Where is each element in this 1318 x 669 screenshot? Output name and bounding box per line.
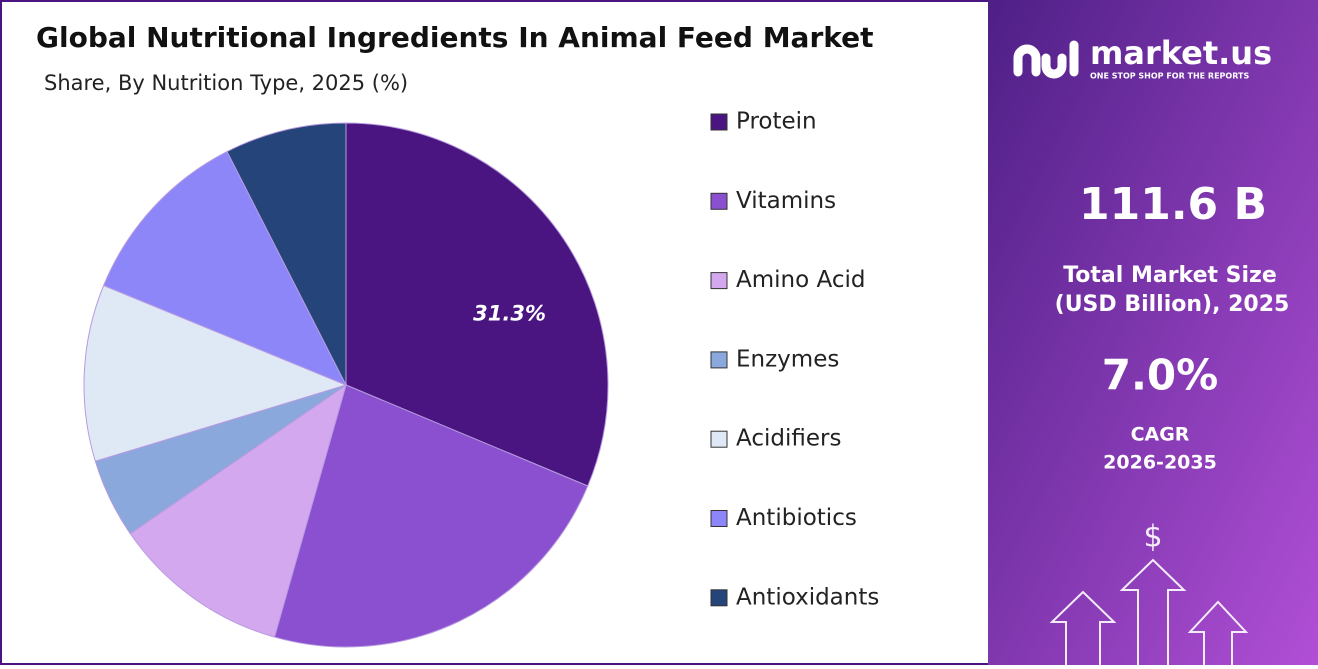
data-label: 31.3%: [473, 301, 546, 325]
market-size: 111.6 B: [1079, 179, 1267, 230]
pie-slice: [102, 150, 348, 386]
pie: 31.3%: [83, 122, 609, 648]
side-panel: [988, 0, 1318, 665]
market-size-label: Total Market Size: [1063, 263, 1277, 288]
legend-swatch: [710, 510, 728, 527]
legend-swatch: [710, 430, 728, 448]
legend-label: Enzymes: [736, 346, 839, 372]
legend-swatch: [710, 589, 728, 607]
logo: [1013, 40, 1079, 79]
legend-swatch: [710, 351, 728, 369]
svg-text:$: $: [1143, 520, 1162, 555]
legend-label: Protein: [736, 109, 817, 135]
arrows-decoration: $: [1049, 520, 1249, 665]
pie-slice: [226, 122, 347, 386]
legend-label: Antioxidants: [736, 584, 879, 610]
chart-subtitle: Share, By Nutrition Type, 2025 (%): [44, 71, 408, 95]
legend: Protein Vitamins Amino Acid Enzymes Acidifie…: [710, 109, 879, 610]
cagr: 7.0%: [1102, 351, 1218, 400]
pie-slice: [129, 383, 347, 638]
legend-swatch: [710, 272, 728, 290]
brand: market.us: [1090, 34, 1272, 72]
legend-label: Amino Acid: [736, 267, 865, 293]
legend-swatch: [710, 113, 728, 131]
legend-label: Vitamins: [736, 188, 836, 214]
cagr-label: CAGR: [1131, 424, 1190, 446]
market-size-label: (USD Billion), 2025: [1055, 292, 1290, 317]
chart-title: Global Nutritional Ingredients In Animal…: [36, 21, 874, 54]
tagline: ONE STOP SHOP FOR THE REPORTS: [1090, 72, 1249, 81]
legend-swatch: [710, 192, 728, 210]
pie-slice: [83, 284, 348, 462]
cagr-label: 2026-2035: [1103, 452, 1217, 474]
legend-label: Acidifiers: [736, 426, 841, 452]
legend-label: Antibiotics: [736, 505, 857, 531]
pie-slice: [273, 384, 589, 648]
pie-slice: [345, 122, 609, 487]
